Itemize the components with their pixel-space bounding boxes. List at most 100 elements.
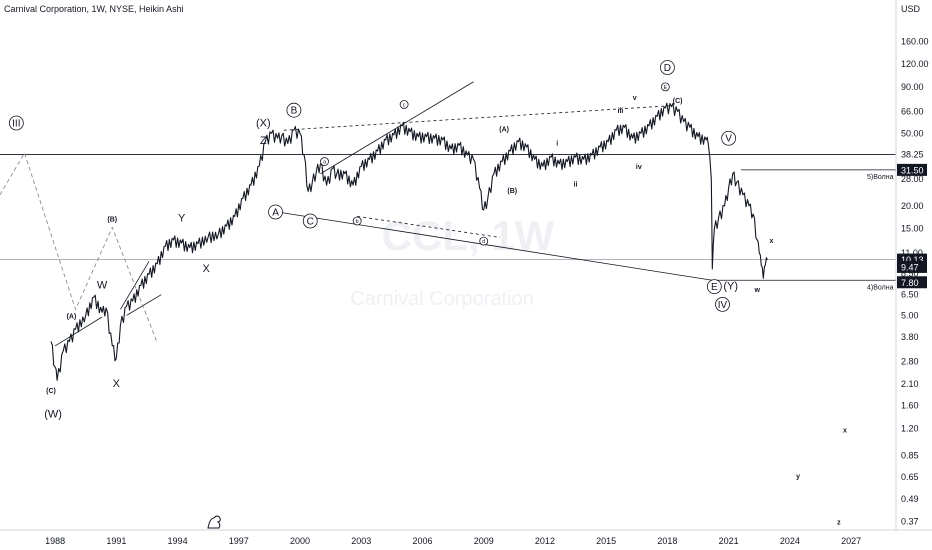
- y-tick-label: 3.80: [901, 332, 919, 342]
- y-tick-label: 15.00: [901, 224, 924, 234]
- price-badge-text: 10.13: [901, 255, 924, 265]
- wave-label: iii: [618, 108, 624, 115]
- wave-label-text: iv: [636, 164, 642, 171]
- x-tick-label: 2009: [474, 536, 494, 546]
- watermark: CCL, 1W Carnival Corporation: [350, 212, 554, 310]
- price-badge-bg: [897, 260, 927, 273]
- wave-label: v: [633, 95, 637, 102]
- price-badge-text: 31.50: [901, 165, 924, 175]
- wave-label-circle: [706, 279, 722, 294]
- wave-label: z: [837, 519, 841, 526]
- x-axis: 1988 1991 1994 1997 2000 2003 2006 2009 2012 2015…: [0, 529, 932, 546]
- y-tick-label: 5.00: [901, 310, 919, 320]
- wave-label: III: [8, 115, 24, 131]
- wave-label-text: (A): [67, 313, 77, 320]
- wave-label-circle: [721, 130, 737, 146]
- y-axis: USD 160.00 120.00 90.00 66.00 50.00 38.25 28.00…: [895, 0, 929, 530]
- y-tick-label: 120.00: [901, 59, 929, 69]
- y-tick-label: 66.00: [901, 106, 924, 116]
- wave-label-text: (A): [499, 127, 509, 134]
- y-tick-label: 2.10: [901, 379, 919, 389]
- wave-label-text: (C): [673, 98, 683, 105]
- wave-label: (A): [499, 127, 509, 134]
- x-tick-label: 1991: [106, 536, 126, 546]
- y-tick-label: 160.00: [901, 36, 929, 46]
- tradingview-logo: [207, 515, 221, 529]
- wave-label: (W): [44, 408, 62, 420]
- wave-label: B: [286, 102, 302, 118]
- wave-label-circle: [8, 115, 24, 131]
- wave-label-circle: [660, 82, 670, 92]
- wave-label: w: [753, 287, 760, 294]
- wave-label: i: [556, 141, 558, 148]
- wave-label: IV: [715, 296, 730, 312]
- wave-label-text: x: [843, 428, 847, 435]
- wave-label: Y: [178, 213, 186, 225]
- dino-logo: [207, 515, 221, 529]
- wave-label-circle: [268, 204, 283, 220]
- wave-label: A: [268, 204, 283, 220]
- channel-line-upper: [320, 81, 474, 175]
- projected-wave-path: [0, 151, 158, 343]
- x-tick-label: 2021: [719, 536, 739, 546]
- wave-label: c: [399, 100, 409, 109]
- wave-label: X: [202, 263, 210, 275]
- y-tick-label: 6.50: [901, 290, 919, 300]
- wave-label-text: IV: [718, 300, 728, 311]
- wave-label-text: ii: [574, 182, 578, 189]
- y-tick-label: 1.20: [901, 423, 919, 433]
- wave-label: (B): [507, 188, 517, 195]
- watermark-name: Carnival Corporation: [350, 288, 533, 310]
- wave-label: W: [97, 279, 108, 291]
- guide-lines: [0, 81, 713, 347]
- wave-label-circle: [399, 100, 409, 109]
- wave-label-text: D: [664, 63, 671, 74]
- price-badge-bg: [897, 163, 927, 176]
- wave-label-text: d: [482, 239, 485, 245]
- price-badge: 7.80: [897, 276, 927, 289]
- wave-label-text: (W): [44, 408, 62, 420]
- wave-label: (C): [673, 98, 683, 105]
- wave-label-circle: [715, 296, 730, 312]
- wave-label-text: y: [796, 474, 800, 481]
- x-tick-label: 1994: [168, 536, 188, 546]
- price-line: [50, 102, 768, 381]
- x-tick-label: 1988: [45, 536, 65, 546]
- y-tick-label: 0.85: [901, 451, 919, 461]
- y-tick-label: 0.65: [901, 472, 919, 482]
- wave-label: C: [302, 213, 318, 229]
- x-tick-label: 2003: [351, 536, 371, 546]
- wave-label-circle: [320, 157, 329, 166]
- wave-label: (A): [67, 313, 77, 320]
- wave-label-circle: [660, 60, 675, 75]
- wave-label-text: E: [664, 85, 668, 91]
- horizontal-levels: 5)Волна 4)Волна: [0, 154, 896, 291]
- price-badge-text: 9.47: [901, 262, 919, 272]
- wave-label: y: [796, 474, 800, 481]
- wave-label-text: V: [725, 134, 732, 145]
- wave-label-circle: [352, 216, 362, 226]
- watermark-ticker: CCL, 1W: [382, 212, 555, 259]
- wave-label-text: A: [272, 207, 279, 218]
- wave-label: X: [113, 378, 121, 390]
- y-tick-label: 0.49: [901, 494, 919, 504]
- wave-label: V: [721, 130, 737, 146]
- wave-annotations: III(A)(B)(C)(W)WXYXZ(X)BACabcd(A)(B)iiii…: [8, 60, 847, 526]
- wave-label: b: [352, 216, 362, 226]
- wave-label: (Y): [723, 281, 738, 293]
- wave-label-text: iii: [618, 108, 624, 115]
- trendline-dashed-lower: [357, 215, 501, 238]
- x-tick-label: 2015: [596, 536, 616, 546]
- wave-label-text: C: [307, 217, 314, 228]
- wave-label-text: (C): [46, 388, 56, 395]
- wave-label: d: [479, 236, 489, 246]
- y-tick-label: 50.00: [901, 128, 924, 138]
- wave-label-text: a: [323, 160, 327, 166]
- wave-label-text: X: [113, 378, 121, 390]
- x-tick-label: 1997: [229, 536, 249, 546]
- wave-label-text: B: [291, 106, 298, 117]
- wave-label: iv: [636, 164, 642, 171]
- wave-label-circle: [479, 236, 489, 246]
- y-tick-label: 8.50: [901, 268, 919, 278]
